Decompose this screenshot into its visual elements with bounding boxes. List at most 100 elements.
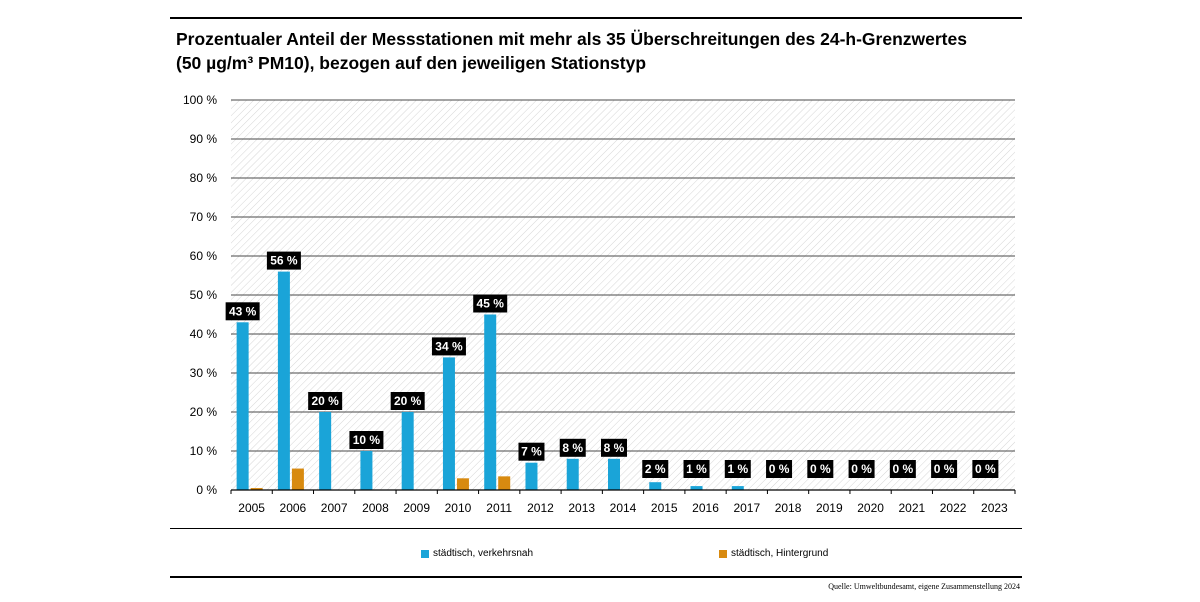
bottom-rule bbox=[170, 576, 1022, 578]
data-label-text: 0 % bbox=[851, 462, 872, 476]
y-tick-label: 70 % bbox=[190, 210, 218, 224]
data-label: 8 % bbox=[601, 438, 627, 457]
x-tick-label: 2007 bbox=[321, 501, 348, 515]
legend-swatch-verkehrsnah bbox=[421, 549, 429, 558]
data-label-text: 34 % bbox=[435, 339, 463, 353]
bar-hintergrund bbox=[456, 478, 469, 490]
data-label-box bbox=[889, 460, 916, 478]
x-tick-label: 2013 bbox=[568, 501, 595, 515]
y-axis-ticks: 0 % 10 % 20 % 30 % 40 % 50 % 60 % 70 % 80 % 90 % 1… bbox=[183, 93, 217, 497]
x-tick-label: 2011 bbox=[486, 501, 512, 515]
data-label: 0 % bbox=[889, 460, 916, 478]
bar-verkehrsnah bbox=[690, 486, 703, 490]
x-tick-label: 2020 bbox=[857, 501, 884, 515]
x-tick-label: 2006 bbox=[280, 501, 307, 515]
y-tick-label: 80 % bbox=[190, 171, 218, 185]
bar-verkehrsnah bbox=[608, 458, 620, 490]
bar-verkehrsnah bbox=[649, 482, 662, 490]
data-label-box bbox=[473, 294, 508, 313]
legend-item-verkehrsnah: städtisch, verkehrsnah bbox=[421, 548, 533, 559]
data-label: 1 % bbox=[724, 460, 751, 478]
data-label: 10 % bbox=[349, 431, 384, 449]
data-label-box bbox=[601, 438, 627, 457]
y-tick-label: 100 % bbox=[183, 93, 217, 107]
data-label-text: 1 % bbox=[727, 462, 748, 476]
x-tick-label: 2018 bbox=[775, 501, 802, 515]
data-label: 0 % bbox=[766, 460, 793, 478]
data-label-text: 1 % bbox=[686, 462, 707, 476]
data-label-box bbox=[431, 337, 466, 356]
data-label: 45 % bbox=[473, 294, 508, 313]
y-tick-label: 10 % bbox=[190, 444, 218, 458]
data-label-text: 2 % bbox=[645, 462, 666, 476]
top-rule bbox=[170, 17, 1022, 19]
data-label: 56 % bbox=[266, 251, 301, 270]
x-tick-label: 2009 bbox=[403, 501, 430, 515]
data-label: 43 % bbox=[225, 302, 260, 321]
legend-top-rule bbox=[170, 528, 1022, 529]
title-line-1: Prozentualer Anteil der Messstationen mi… bbox=[176, 29, 967, 49]
data-label-text: 8 % bbox=[562, 441, 583, 455]
legend-item-hintergrund: städtisch, Hintergrund bbox=[719, 548, 828, 559]
data-label-box bbox=[308, 392, 343, 410]
x-tick-label: 2010 bbox=[445, 501, 472, 515]
data-label: 7 % bbox=[518, 442, 545, 461]
data-label: 2 % bbox=[642, 460, 669, 478]
data-label-box bbox=[518, 442, 545, 461]
data-label-text: 43 % bbox=[229, 304, 257, 318]
data-label-text: 10 % bbox=[353, 433, 381, 447]
data-label: 34 % bbox=[431, 337, 466, 356]
y-tick-label: 90 % bbox=[190, 132, 218, 146]
bar-verkehrsnah bbox=[484, 314, 497, 490]
bar-hintergrund bbox=[291, 468, 304, 490]
bars bbox=[236, 271, 744, 490]
bar-verkehrsnah bbox=[731, 486, 744, 490]
data-label-text: 20 % bbox=[311, 394, 339, 408]
data-label-box bbox=[266, 251, 301, 270]
source-note: Quelle: Umweltbundesamt, eigene Zusammen… bbox=[828, 582, 1020, 591]
data-label-text: 45 % bbox=[477, 297, 505, 311]
data-label: 20 % bbox=[390, 392, 425, 410]
y-tick-label: 50 % bbox=[190, 288, 218, 302]
bar-verkehrsnah bbox=[360, 451, 373, 490]
data-label-box bbox=[807, 460, 834, 478]
x-tick-label: 2019 bbox=[816, 501, 843, 515]
data-label-text: 0 % bbox=[892, 462, 913, 476]
x-tick-label: 2021 bbox=[898, 501, 925, 515]
data-label-box bbox=[349, 431, 384, 449]
data-label-box bbox=[683, 460, 710, 478]
x-tick-label: 2015 bbox=[651, 501, 678, 515]
x-tick-label: 2005 bbox=[238, 501, 265, 515]
legend-label-verkehrsnah: städtisch, verkehrsnah bbox=[433, 548, 534, 559]
bar-verkehrsnah bbox=[442, 357, 455, 490]
y-tick-label: 60 % bbox=[190, 249, 218, 263]
legend-swatch-hintergrund bbox=[719, 549, 727, 558]
data-label-box bbox=[559, 438, 586, 457]
legend-label-hintergrund: städtisch, Hintergrund bbox=[731, 548, 829, 559]
y-tick-label: 0 % bbox=[196, 483, 217, 497]
data-label: 0 % bbox=[848, 460, 875, 478]
x-tick-label: 2014 bbox=[610, 501, 637, 515]
data-label-box bbox=[225, 302, 260, 321]
data-label-text: 0 % bbox=[934, 462, 955, 476]
bar-verkehrsnah bbox=[277, 271, 290, 490]
bar-hintergrund bbox=[498, 476, 511, 490]
data-label-box bbox=[848, 460, 875, 478]
x-tick-label: 2017 bbox=[733, 501, 760, 515]
x-tick-label: 2022 bbox=[940, 501, 967, 515]
x-axis-ticks: 2005 2006 2007 2008 2009 2010 2011 2012 2013 2014… bbox=[230, 490, 1016, 515]
data-label-box bbox=[724, 460, 751, 478]
y-tick-label: 30 % bbox=[190, 366, 218, 380]
bar-verkehrsnah bbox=[525, 462, 538, 490]
data-label-box bbox=[390, 392, 425, 410]
data-label-box bbox=[766, 460, 793, 478]
x-tick-label: 2008 bbox=[362, 501, 389, 515]
data-label-text: 20 % bbox=[394, 394, 422, 408]
x-tick-label: 2012 bbox=[527, 501, 554, 515]
bar-verkehrsnah bbox=[236, 322, 249, 490]
y-tick-label: 20 % bbox=[190, 405, 218, 419]
data-label: 0 % bbox=[807, 460, 834, 478]
data-label: 0 % bbox=[931, 460, 958, 478]
x-tick-label: 2023 bbox=[981, 501, 1008, 515]
